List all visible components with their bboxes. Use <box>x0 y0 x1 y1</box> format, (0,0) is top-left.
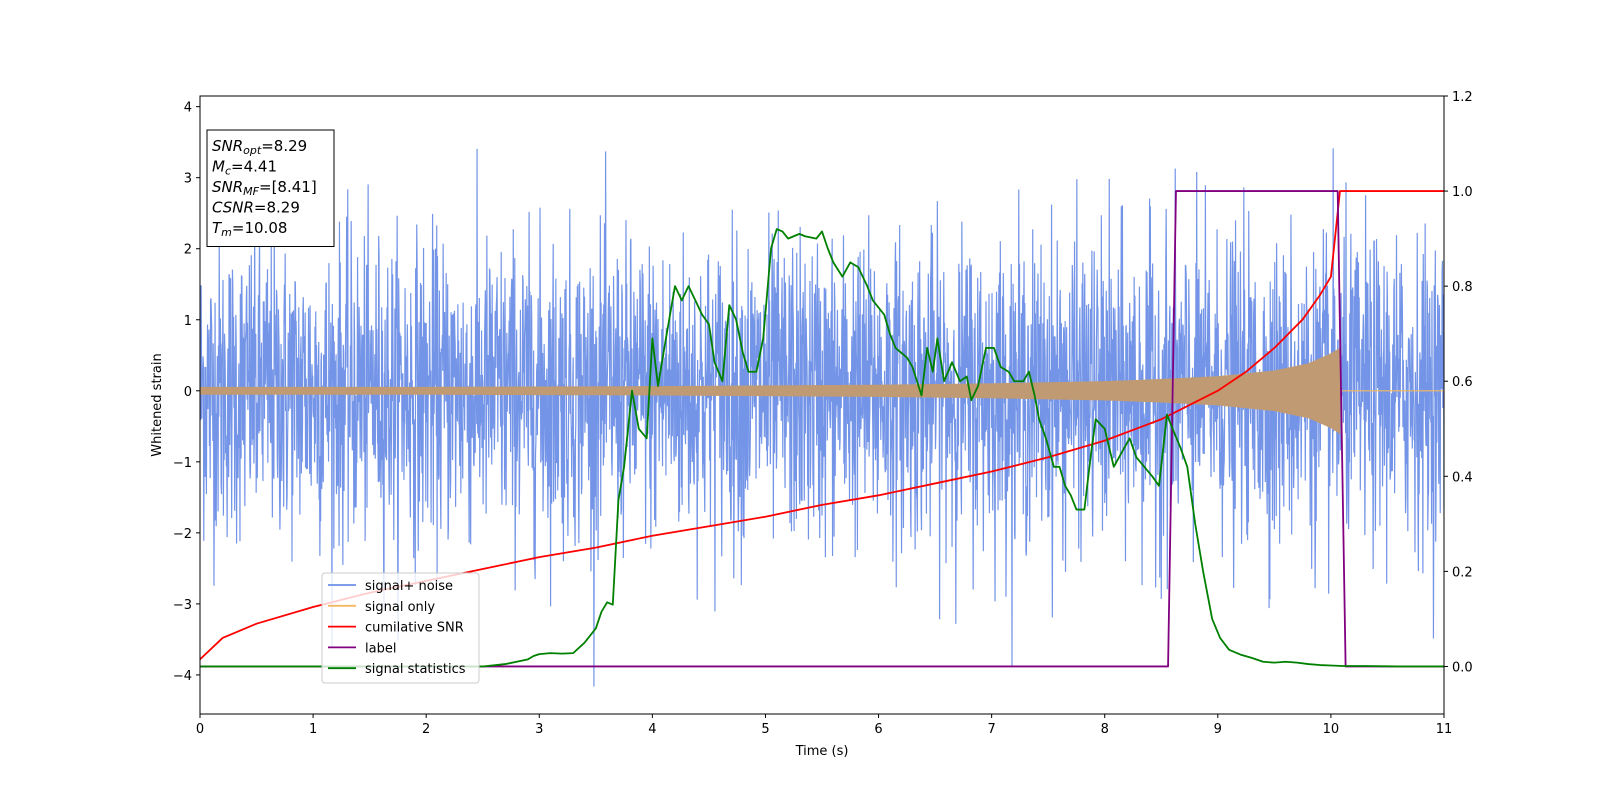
x-tick-label: 7 <box>987 722 995 737</box>
legend: signal+ noise signal only cumilative SNR la… <box>321 572 480 684</box>
y-axis-label: Whitened strain <box>150 353 165 456</box>
y2-tick-label: 0.4 <box>1452 470 1473 485</box>
y-tick-label: −2 <box>173 527 192 542</box>
x-tick-label: 9 <box>1214 722 1222 737</box>
annotation-line: CSNR=8.29 <box>212 199 300 217</box>
legend-frame <box>321 572 480 684</box>
legend-label: signal+ noise <box>365 579 453 594</box>
y2-tick-label: 0.0 <box>1452 660 1473 675</box>
x-tick-label: 3 <box>535 722 543 737</box>
y2-tick-label: 0.6 <box>1452 375 1473 390</box>
y-tick-label: −3 <box>173 598 192 613</box>
legend-label: signal only <box>365 600 435 615</box>
annotation-line: SNRopt=8.29 <box>212 137 307 157</box>
y-axis-right: 1.2 1.0 0.8 0.6 0.4 0.2 0.0 <box>1444 90 1473 675</box>
annotation-line: Mc=4.41 <box>212 158 277 178</box>
x-tick-label: 10 <box>1323 722 1340 737</box>
legend-label: cumilative SNR <box>365 621 464 636</box>
y-tick-label: 2 <box>184 243 192 258</box>
x-tick-label: 11 <box>1436 722 1453 737</box>
x-tick-label: 0 <box>196 722 204 737</box>
x-tick-label: 2 <box>422 722 430 737</box>
x-tick-label: 5 <box>761 722 769 737</box>
y2-tick-label: 1.2 <box>1452 90 1473 105</box>
y2-tick-label: 1.0 <box>1452 185 1473 200</box>
y-tick-label: 1 <box>184 314 192 329</box>
y2-tick-label: 0.8 <box>1452 280 1473 295</box>
x-tick-label: 8 <box>1101 722 1109 737</box>
y-tick-label: 3 <box>184 172 192 187</box>
y2-tick-label: 0.2 <box>1452 565 1473 580</box>
annotation-frame <box>206 129 335 247</box>
series-signal-statistics <box>200 228 1444 668</box>
x-axis: 0 1 2 3 4 5 6 7 8 9 10 11 <box>196 714 1452 737</box>
annotation-line: SNRMF=[8.41] <box>212 178 317 198</box>
y-tick-label: −4 <box>173 669 192 684</box>
y-tick-label: 4 <box>184 101 192 116</box>
x-axis-label: Time (s) <box>795 744 849 759</box>
series-layer <box>200 148 1444 687</box>
x-tick-label: 6 <box>874 722 882 737</box>
y-axis-left: 4 3 2 1 0 −1 −2 −3 −4 <box>173 101 200 684</box>
x-tick-label: 4 <box>648 722 656 737</box>
legend-label: label <box>365 641 396 656</box>
annotation-line: Tm=10.08 <box>212 219 287 239</box>
y-tick-label: 0 <box>184 385 192 400</box>
series-signal-only <box>200 347 1341 435</box>
plot-frame <box>199 95 1445 715</box>
x-tick-label: 1 <box>309 722 317 737</box>
legend-label: signal statistics <box>365 662 466 677</box>
y-tick-label: −1 <box>173 456 192 471</box>
